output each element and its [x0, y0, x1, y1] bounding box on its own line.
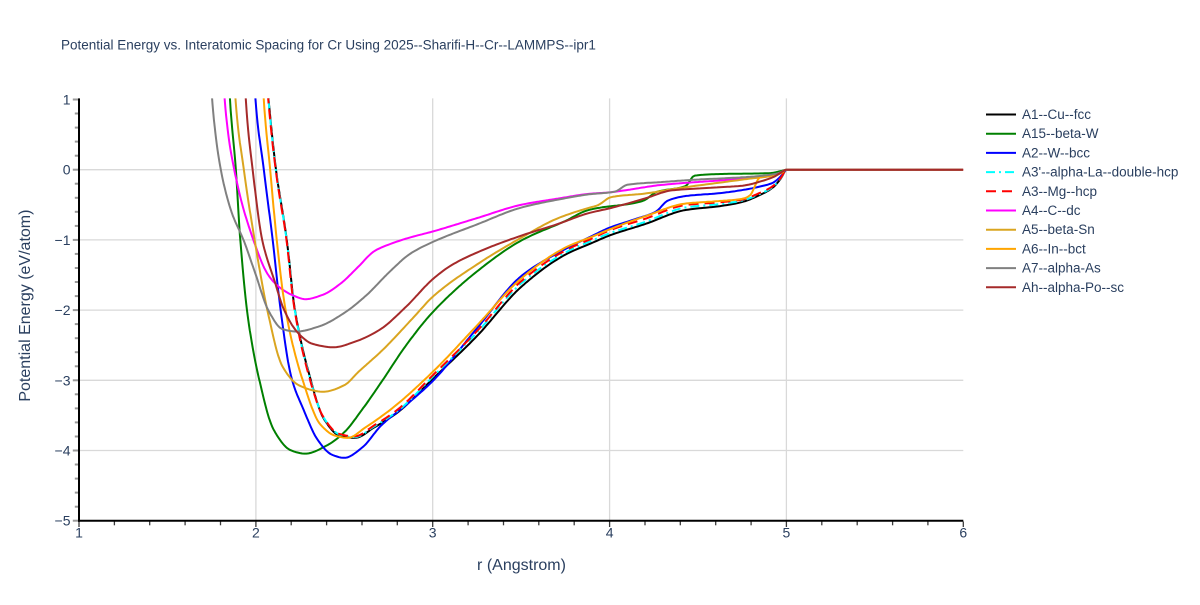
- svg-text:−3: −3: [55, 372, 71, 388]
- svg-text:Ah--alpha-Po--sc: Ah--alpha-Po--sc: [1022, 280, 1124, 295]
- svg-text:5: 5: [783, 525, 791, 541]
- svg-text:A15--beta-W: A15--beta-W: [1022, 126, 1099, 141]
- svg-text:1: 1: [75, 525, 83, 541]
- svg-text:r (Angstrom): r (Angstrom): [477, 557, 566, 574]
- svg-text:6: 6: [959, 525, 967, 541]
- svg-text:A6--In--bct: A6--In--bct: [1022, 241, 1086, 256]
- svg-text:−1: −1: [55, 232, 71, 248]
- svg-text:A1--Cu--fcc: A1--Cu--fcc: [1022, 107, 1091, 122]
- svg-text:−5: −5: [55, 513, 71, 529]
- svg-text:A7--alpha-As: A7--alpha-As: [1022, 261, 1101, 276]
- svg-text:A3'--alpha-La--double-hcp: A3'--alpha-La--double-hcp: [1022, 165, 1178, 180]
- svg-text:Potential Energy (eV/atom): Potential Energy (eV/atom): [17, 210, 34, 402]
- svg-text:A5--beta-Sn: A5--beta-Sn: [1022, 222, 1095, 237]
- svg-text:2: 2: [252, 525, 260, 541]
- svg-text:1: 1: [63, 92, 71, 108]
- svg-text:4: 4: [606, 525, 614, 541]
- svg-text:A2--W--bcc: A2--W--bcc: [1022, 145, 1090, 160]
- svg-text:−4: −4: [55, 443, 71, 459]
- svg-text:3: 3: [429, 525, 437, 541]
- svg-text:A4--C--dc: A4--C--dc: [1022, 203, 1081, 218]
- svg-text:−2: −2: [55, 302, 71, 318]
- svg-text:A3--Mg--hcp: A3--Mg--hcp: [1022, 184, 1097, 199]
- svg-text:0: 0: [63, 162, 71, 178]
- svg-text:Potential Energy vs. Interatom: Potential Energy vs. Interatomic Spacing…: [61, 37, 596, 52]
